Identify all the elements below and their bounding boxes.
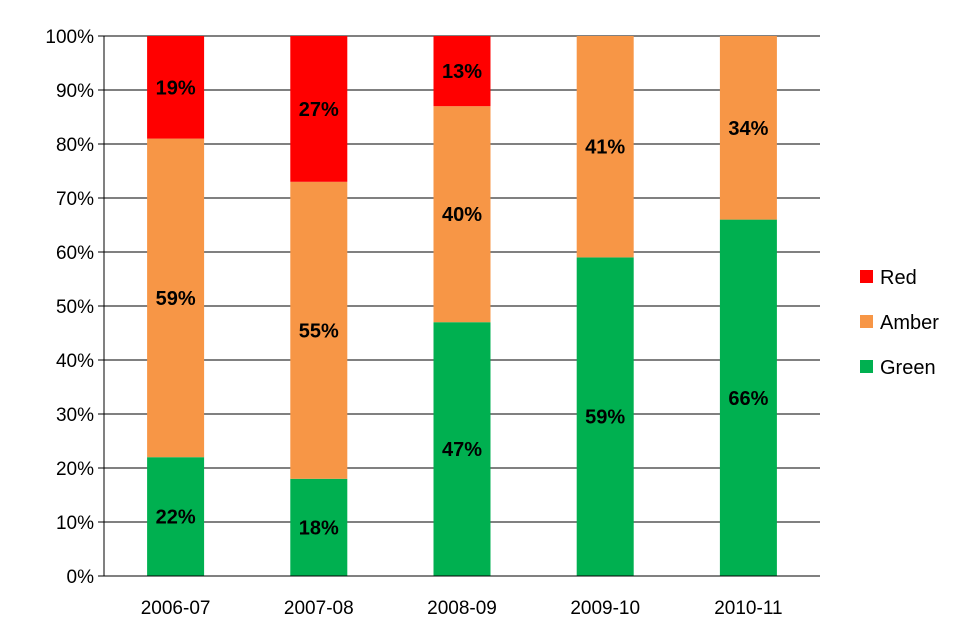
data-label-amber-2010-11: 34%	[728, 118, 768, 140]
data-label-amber-2006-07: 59%	[156, 288, 196, 310]
x-tick-label: 2009-10	[570, 598, 640, 619]
y-tick-label: 40%	[56, 351, 94, 372]
x-tick-label: 2010-11	[714, 598, 782, 619]
legend-swatch-amber	[860, 315, 873, 328]
data-label-red-2006-07: 19%	[156, 77, 196, 99]
legend: Red Amber Green	[860, 267, 939, 379]
bar-segment-amber-2007-08	[290, 181, 348, 479]
x-tick-label: 2006-07	[141, 598, 211, 619]
data-label-green-2010-11: 66%	[728, 388, 768, 410]
data-labels: 22% 59% 19% 18% 55% 27% 47% 40% 13% 59% 41% 66% 34%	[156, 61, 769, 539]
legend-label-green: Green	[880, 357, 936, 379]
y-tick-label: 100%	[45, 27, 94, 48]
bar-segment-red-2007-08	[290, 36, 348, 182]
y-tick-label: 50%	[56, 297, 94, 318]
bar-segment-amber-2008-09	[433, 106, 491, 323]
data-label-green-2008-09: 47%	[442, 439, 482, 461]
x-tick-label: 2008-09	[427, 598, 497, 619]
bar-segment-green-2009-10	[576, 257, 634, 576]
bars	[147, 36, 777, 576]
data-label-amber-2008-09: 40%	[442, 204, 482, 226]
legend-swatch-green	[860, 360, 873, 373]
data-label-amber-2007-08: 55%	[299, 320, 339, 342]
bar-segment-amber-2009-10	[576, 36, 634, 258]
legend-label-amber: Amber	[880, 312, 939, 334]
y-tick-label: 80%	[56, 135, 94, 156]
bar-segment-green-2008-09	[433, 322, 491, 576]
y-tick-label: 10%	[56, 513, 94, 534]
bar-segment-amber-2010-11	[719, 36, 777, 220]
y-tick-label: 30%	[56, 405, 94, 426]
y-tick-label: 0%	[67, 567, 95, 588]
x-tick-label: 2007-08	[284, 598, 354, 619]
y-tick-label: 90%	[56, 81, 94, 102]
axes: 0% 10% 20% 30% 40% 50% 60% 70% 80% 90% 100% 2006-07…	[45, 27, 820, 619]
bar-segment-red-2008-09	[433, 36, 491, 107]
bar-segment-green-2010-11	[719, 219, 777, 576]
data-label-amber-2009-10: 41%	[585, 137, 625, 159]
bar-segment-green-2007-08	[290, 478, 348, 576]
data-label-green-2007-08: 18%	[299, 517, 339, 539]
bar-segment-red-2006-07	[147, 36, 205, 139]
legend-label-red: Red	[880, 267, 917, 289]
data-label-green-2006-07: 22%	[156, 507, 196, 529]
y-tick-label: 60%	[56, 243, 94, 264]
data-label-red-2007-08: 27%	[299, 99, 339, 121]
y-tick-label: 70%	[56, 189, 94, 210]
data-label-green-2009-10: 59%	[585, 407, 625, 429]
legend-swatch-red	[860, 270, 873, 283]
data-label-red-2008-09: 13%	[442, 61, 482, 83]
bar-segment-green-2006-07	[147, 457, 205, 576]
y-tick-label: 20%	[56, 459, 94, 480]
bar-segment-amber-2006-07	[147, 138, 205, 458]
